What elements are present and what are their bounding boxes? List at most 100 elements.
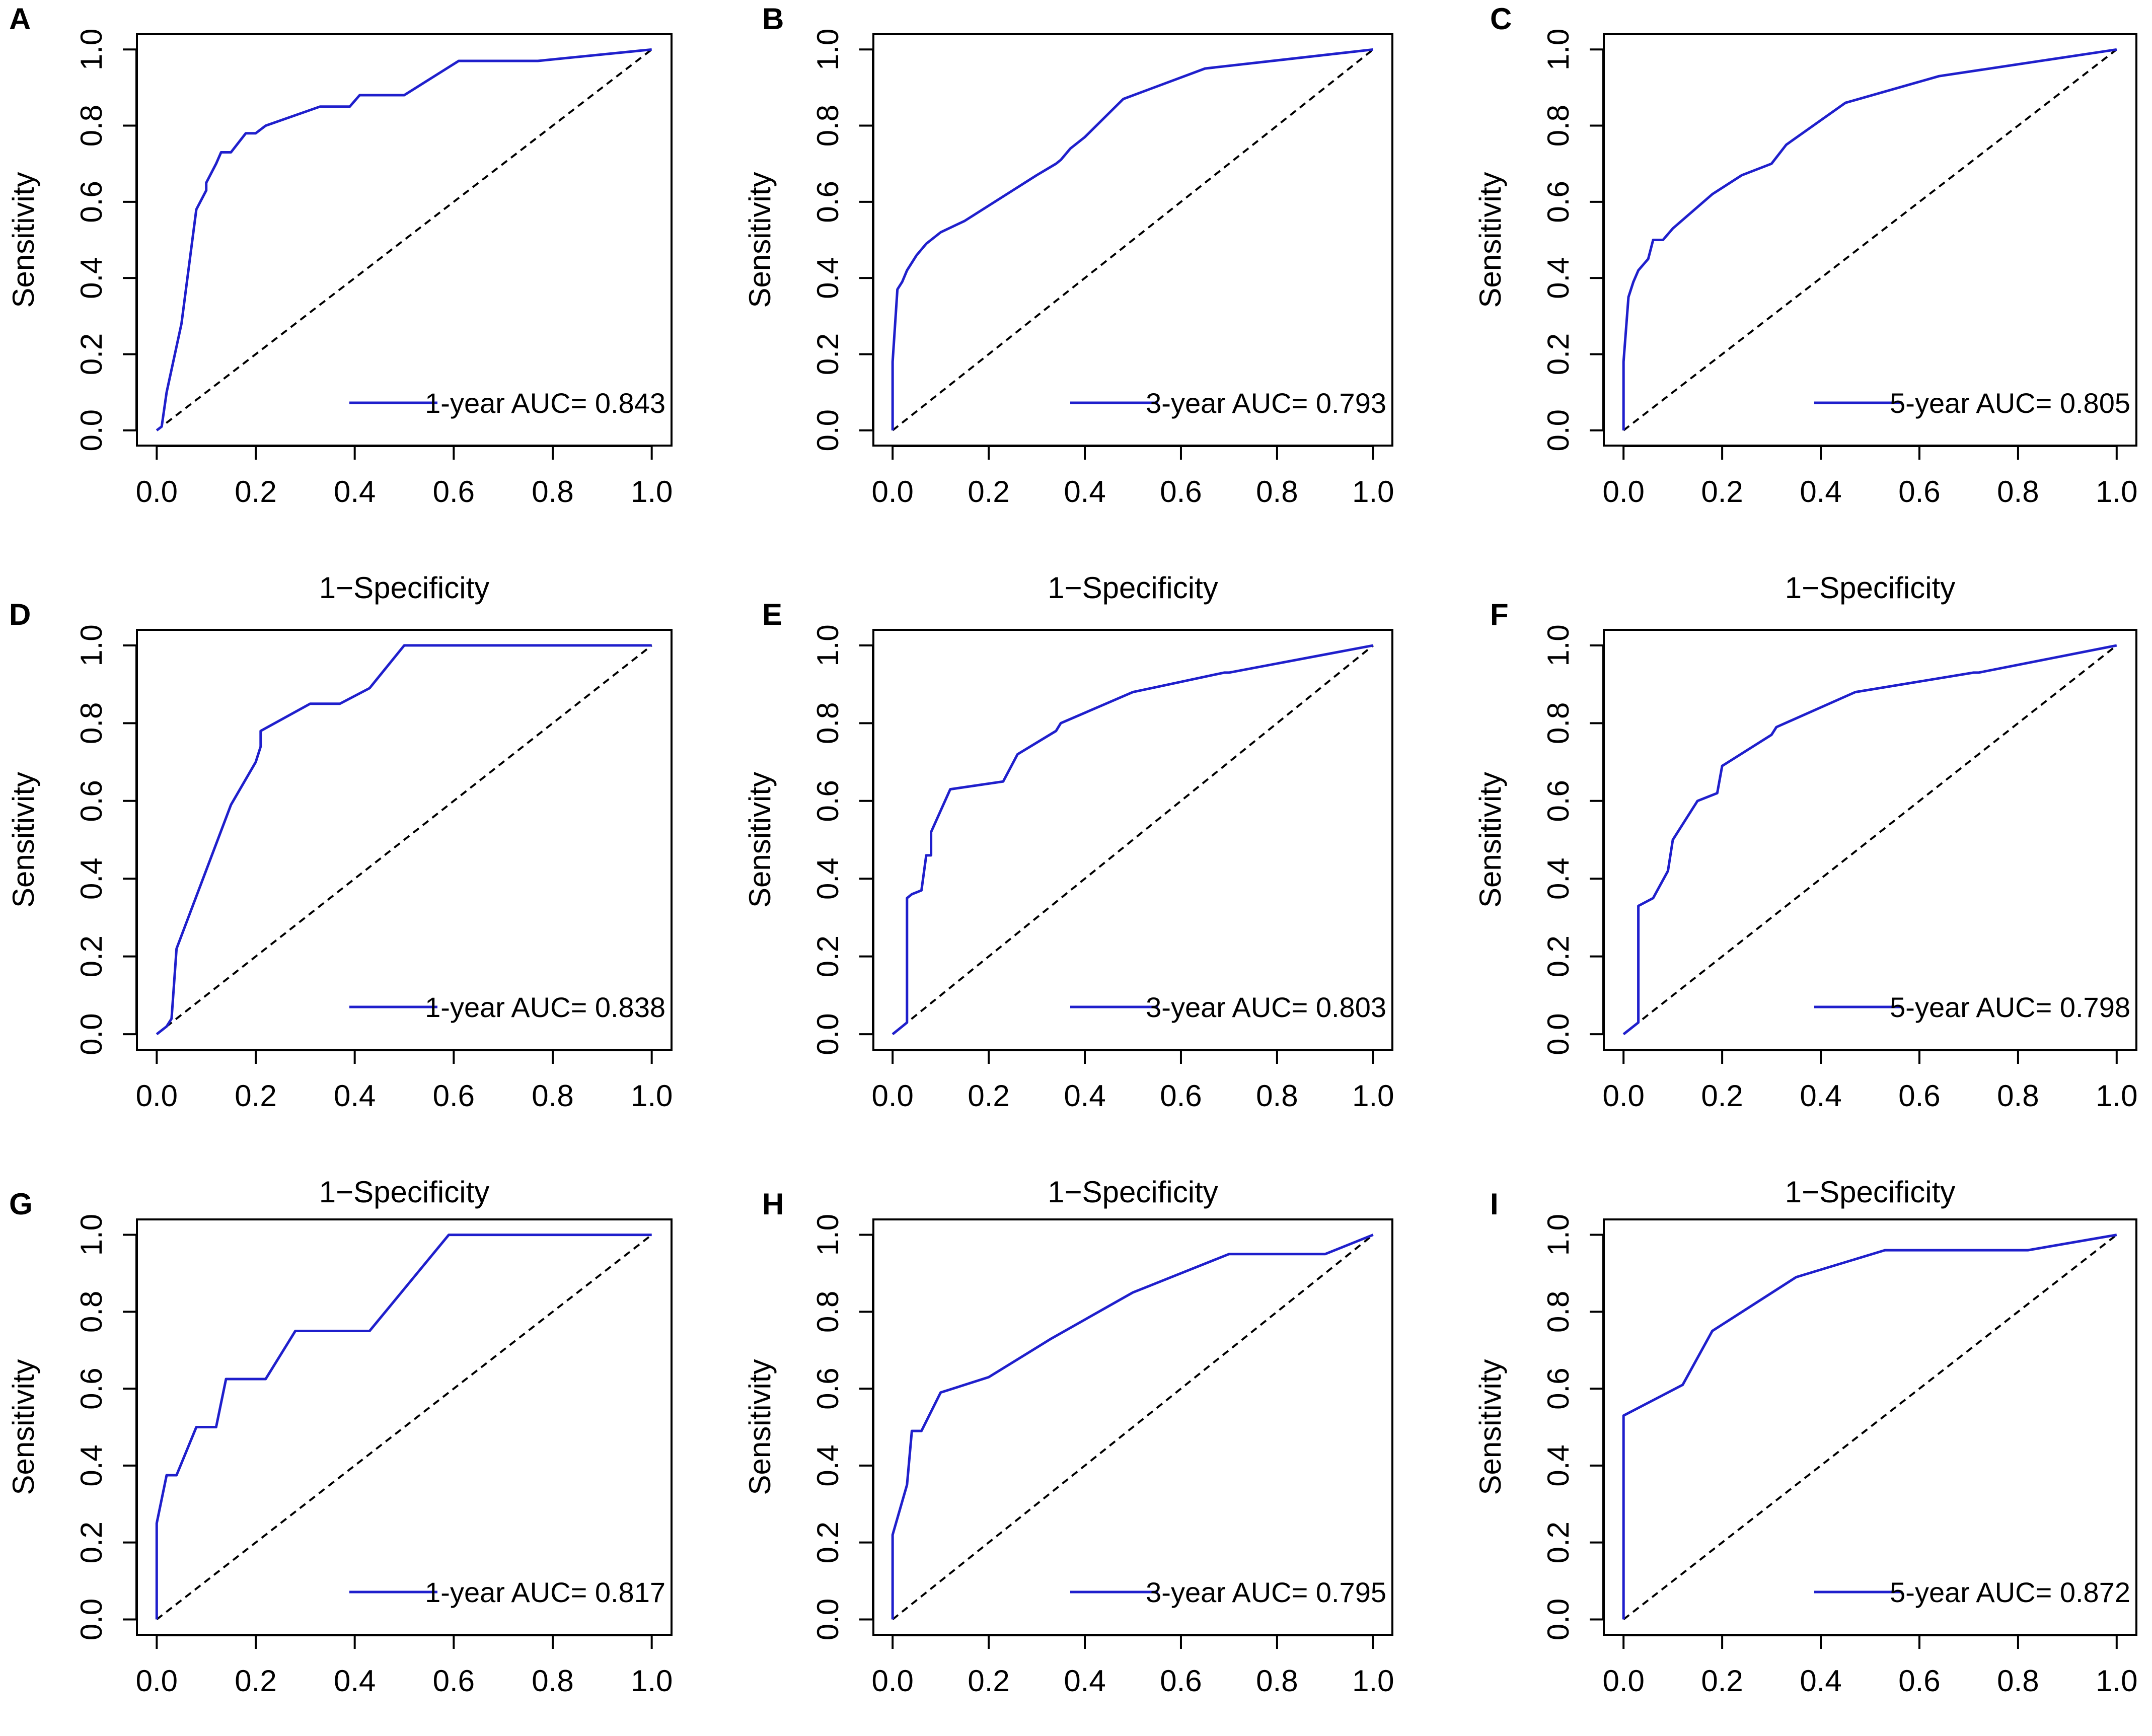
panel-label: C [1490, 2, 1512, 36]
x-axis-title: 1−Specificity [1785, 1175, 1956, 1209]
x-tick-label: 1.0 [2096, 1079, 2137, 1113]
y-axis: 0.0 0.2 0.4 0.6 0.8 1.0 Sensitivity [1473, 624, 1604, 1055]
y-tick-label: 1.0 [811, 624, 845, 666]
x-tick-label: 0.4 [1800, 1664, 1841, 1698]
y-axis: 0.0 0.2 0.4 0.6 0.8 1.0 Sensitivity [743, 1214, 874, 1640]
y-tick-label: 0.2 [75, 935, 108, 977]
roc-panel-h: H0.00.20.40.60.81.01−Specificity0.00.20.… [743, 1187, 1394, 1698]
x-tick-label: 0.2 [235, 1079, 276, 1113]
y-axis: 0.0 0.2 0.4 0.6 0.8 1.0 Sensitivity [7, 624, 137, 1055]
y-tick-label: 0.0 [75, 1013, 108, 1055]
y-tick-label: 0.2 [75, 1522, 108, 1563]
y-axis-title: Sensitivity [743, 172, 777, 308]
y-tick-label: 1.0 [75, 29, 108, 70]
y-tick-label: 0.4 [811, 858, 845, 900]
legend: 1-year AUC= 0.843 [349, 387, 665, 419]
x-tick-label: 0.0 [871, 1664, 913, 1698]
reference-diagonal [156, 644, 652, 1035]
y-tick-label: 0.4 [75, 1444, 108, 1486]
x-tick-label: 0.8 [532, 1079, 573, 1113]
legend-label: 1-year AUC= 0.817 [425, 1576, 665, 1608]
roc-curve [892, 644, 1374, 1036]
panel-label: F [1490, 598, 1509, 631]
y-tick-label: 1.0 [811, 29, 845, 70]
reference-diagonal [1622, 644, 2118, 1035]
y-tick-label: 0.0 [1541, 1013, 1575, 1055]
reference-diagonal [892, 644, 1374, 1035]
legend: 5-year AUC= 0.805 [1814, 387, 2130, 419]
roc-curve [891, 48, 1374, 430]
x-tick-label: 0.8 [1256, 1079, 1298, 1113]
x-tick-label: 0.2 [968, 1664, 1009, 1698]
y-tick-label: 1.0 [811, 1214, 845, 1256]
y-tick-label: 0.6 [1541, 780, 1575, 822]
x-tick-label: 0.4 [334, 1079, 376, 1113]
legend-label: 1-year AUC= 0.843 [425, 387, 665, 419]
y-tick-label: 1.0 [1541, 624, 1575, 666]
x-tick-label: 1.0 [631, 1664, 673, 1698]
legend: 3-year AUC= 0.793 [1070, 387, 1386, 419]
y-tick-label: 0.0 [1541, 1599, 1575, 1640]
y-tick-label: 0.0 [811, 1013, 845, 1055]
y-axis: 0.0 0.2 0.4 0.6 0.8 1.0 Sensitivity [1473, 29, 1604, 451]
y-tick-label: 1.0 [1541, 1214, 1575, 1256]
panel-label: H [762, 1187, 784, 1221]
x-axis-title: 1−Specificity [319, 571, 490, 605]
y-tick-label: 0.6 [811, 181, 845, 223]
x-tick-label: 1.0 [2096, 475, 2137, 509]
y-tick-label: 0.0 [811, 409, 845, 451]
x-tick-label: 0.0 [1602, 1664, 1644, 1698]
x-tick-label: 0.8 [532, 475, 573, 509]
y-tick-label: 0.2 [75, 333, 108, 375]
x-tick-label: 0.8 [1256, 475, 1298, 509]
x-tick-label: 0.0 [1602, 475, 1644, 509]
roc-panel-b: B0.0 0.2 0.4 0.6 0.8 1.01−Specificity0.00.20.… [743, 2, 1394, 605]
legend: 1-year AUC= 0.838 [349, 991, 665, 1023]
y-tick-label: 0.0 [811, 1599, 845, 1640]
x-tick-label: 0.2 [968, 1079, 1009, 1113]
y-tick-label: 0.6 [75, 1367, 108, 1409]
x-tick-label: 0.0 [136, 1079, 178, 1113]
y-axis: 0.0 0.2 0.4 0.6 0.8 1.0 Sensitivity [1473, 1214, 1604, 1640]
x-tick-label: 1.0 [1352, 1664, 1394, 1698]
y-axis-title: Sensitivity [743, 1359, 777, 1495]
y-axis-title: Sensitivity [1473, 172, 1507, 308]
roc-curve [1622, 48, 2117, 430]
y-axis-title: Sensitivity [743, 772, 777, 908]
x-axis: 0.00.20.40.60.81.01−Specificity [871, 1634, 1394, 1698]
x-tick-label: 0.6 [433, 475, 475, 509]
x-tick-label: 0.4 [334, 475, 376, 509]
x-tick-label: 0.6 [433, 1079, 475, 1113]
x-tick-label: 0.6 [1160, 1664, 1202, 1698]
x-tick-label: 0.0 [136, 1664, 178, 1698]
y-tick-label: 0.8 [1541, 1291, 1575, 1333]
roc-panel-e: E0.0 0.2 0.4 0.6 0.8 1.01−Specificity0.00.20.… [743, 598, 1394, 1209]
y-tick-label: 1.0 [75, 1214, 108, 1256]
y-axis-title: Sensitivity [7, 772, 40, 908]
legend-label: 1-year AUC= 0.838 [425, 991, 665, 1023]
y-tick-label: 0.8 [75, 1291, 108, 1333]
roc-panel-d: D0.0 0.2 0.4 0.6 0.8 1.01−Specificity0.00.20.… [7, 598, 673, 1209]
y-tick-label: 0.8 [75, 105, 108, 147]
roc-curve [156, 48, 652, 431]
y-tick-label: 0.6 [75, 780, 108, 822]
y-axis: 0.0 0.2 0.4 0.6 0.8 1.0 Sensitivity [7, 1214, 137, 1640]
panel-label: D [9, 598, 31, 631]
y-tick-label: 0.8 [1541, 105, 1575, 147]
legend: 5-year AUC= 0.798 [1814, 991, 2130, 1023]
roc-panel-a: A0.0 0.2 0.4 0.6 0.8 1.01−Specificity0.00.20.… [7, 2, 673, 605]
y-tick-label: 0.0 [75, 409, 108, 451]
x-axis-title: 1−Specificity [1785, 571, 1956, 605]
x-tick-label: 0.8 [1256, 1664, 1298, 1698]
x-tick-label: 0.0 [871, 475, 913, 509]
x-tick-label: 0.4 [1064, 1079, 1105, 1113]
x-tick-label: 0.2 [235, 475, 276, 509]
y-tick-label: 0.4 [75, 858, 108, 900]
legend-label: 3-year AUC= 0.803 [1146, 991, 1386, 1023]
y-tick-label: 0.6 [75, 181, 108, 223]
